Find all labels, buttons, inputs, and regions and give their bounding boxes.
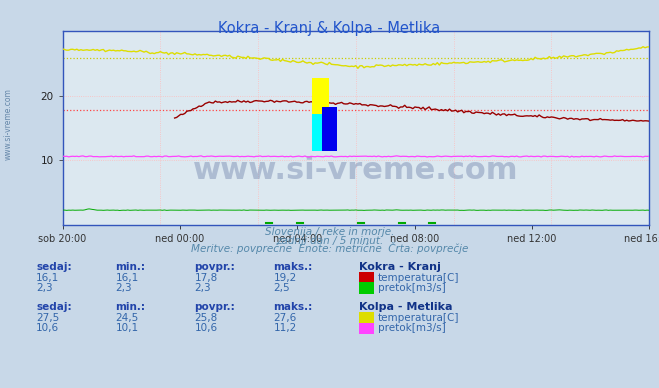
- Text: 10,6: 10,6: [36, 323, 59, 333]
- Text: Meritve: povprečne  Enote: metrične  Črta: povprečje: Meritve: povprečne Enote: metrične Črta:…: [191, 242, 468, 254]
- Text: temperatura[C]: temperatura[C]: [378, 313, 459, 323]
- Text: 16,1: 16,1: [115, 272, 138, 282]
- Text: 10,1: 10,1: [115, 323, 138, 333]
- Text: 16,1: 16,1: [36, 272, 59, 282]
- Text: 10,6: 10,6: [194, 323, 217, 333]
- Text: min.:: min.:: [115, 302, 146, 312]
- Text: Kokra - Kranj & Kolpa - Metlika: Kokra - Kranj & Kolpa - Metlika: [218, 21, 441, 36]
- Text: www.si-vreme.com: www.si-vreme.com: [3, 88, 13, 160]
- Text: maks.:: maks.:: [273, 262, 313, 272]
- Bar: [322, 107, 337, 151]
- Text: 19,2: 19,2: [273, 272, 297, 282]
- Text: maks.:: maks.:: [273, 302, 313, 312]
- Text: sedaj:: sedaj:: [36, 262, 72, 272]
- Text: zadnji dan / 5 minut.: zadnji dan / 5 minut.: [276, 236, 383, 246]
- Text: 2,3: 2,3: [36, 283, 53, 293]
- Text: 27,6: 27,6: [273, 313, 297, 323]
- Text: 25,8: 25,8: [194, 313, 217, 323]
- Text: 24,5: 24,5: [115, 313, 138, 323]
- Text: 17,8: 17,8: [194, 272, 217, 282]
- Text: 2,3: 2,3: [115, 283, 132, 293]
- Bar: [312, 114, 333, 151]
- Text: 2,5: 2,5: [273, 283, 290, 293]
- Text: 27,5: 27,5: [36, 313, 59, 323]
- Text: sedaj:: sedaj:: [36, 302, 72, 312]
- Text: povpr.:: povpr.:: [194, 262, 235, 272]
- Text: pretok[m3/s]: pretok[m3/s]: [378, 283, 445, 293]
- Text: Kolpa - Metlika: Kolpa - Metlika: [359, 302, 453, 312]
- Text: www.si-vreme.com: www.si-vreme.com: [193, 156, 519, 185]
- Text: 11,2: 11,2: [273, 323, 297, 333]
- Text: temperatura[C]: temperatura[C]: [378, 272, 459, 282]
- Text: min.:: min.:: [115, 262, 146, 272]
- Text: Slovenija / reke in morje.: Slovenija / reke in morje.: [265, 227, 394, 237]
- Text: povpr.:: povpr.:: [194, 302, 235, 312]
- Text: 2,3: 2,3: [194, 283, 211, 293]
- Text: pretok[m3/s]: pretok[m3/s]: [378, 323, 445, 333]
- Bar: [312, 78, 330, 151]
- Text: Kokra - Kranj: Kokra - Kranj: [359, 262, 441, 272]
